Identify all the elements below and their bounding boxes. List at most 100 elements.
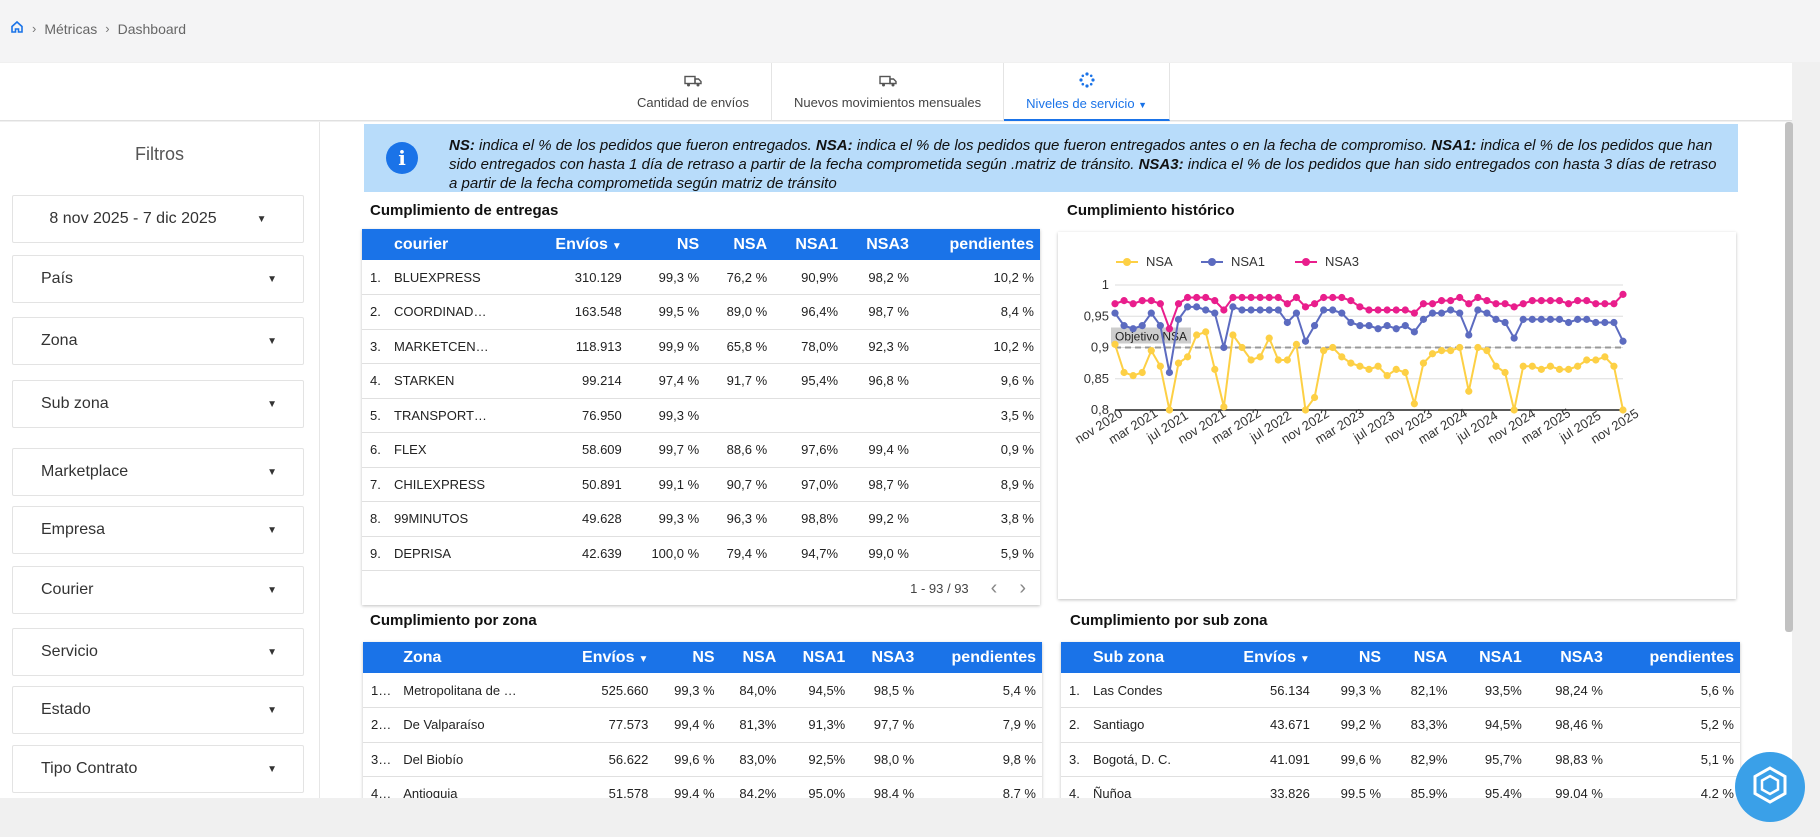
col-nsa3[interactable]: NSA3 xyxy=(851,642,921,673)
col-ns[interactable]: NS xyxy=(654,642,721,673)
col-ns[interactable]: NS xyxy=(627,229,706,260)
row-value: 94,5% xyxy=(1453,707,1528,743)
table-row[interactable]: 1. Las Condes 56.134 99,3 % 82,1% 93,5% 98,24 … xyxy=(1061,673,1740,708)
home-icon[interactable] xyxy=(10,20,24,37)
data-point-nsa1 xyxy=(1347,318,1355,327)
breadcrumb-item-metricas[interactable]: Métricas xyxy=(44,20,98,37)
data-point-nsa3 xyxy=(1528,297,1536,305)
table-row[interactable]: 3… Del Biobío 56.622 99,6 % 83,0% 92,5% 98,0 %… xyxy=(363,742,1042,777)
filter-sub-zona[interactable]: Sub zona ▼ xyxy=(12,380,304,428)
filter-estado[interactable]: Estado ▼ xyxy=(12,686,304,734)
legend-marker xyxy=(1302,258,1310,266)
col-pendientes[interactable]: pendientes xyxy=(1608,642,1740,673)
col-nsa1[interactable]: NSA1 xyxy=(1453,642,1528,673)
filter-empresa[interactable]: Empresa ▼ xyxy=(12,506,304,554)
tab-cantidad-envios[interactable]: Cantidad de envíos xyxy=(615,63,773,121)
filter-servicio[interactable]: Servicio ▼ xyxy=(12,628,304,676)
row-value: 95,4% xyxy=(1453,776,1528,798)
col-envios[interactable]: Envíos ▼ xyxy=(526,229,628,260)
table-row[interactable]: 1. BLUEXPRESS 310.129 99,3 % 76,2 % 90,9% 98,2… xyxy=(362,260,1040,295)
data-point-nsa1 xyxy=(1202,306,1210,314)
col-nsa[interactable]: NSA xyxy=(720,642,783,673)
data-point-nsa xyxy=(1292,340,1301,348)
data-point-nsa1 xyxy=(1419,315,1428,323)
data-point-nsa1 xyxy=(1229,303,1237,311)
col-nsa1[interactable]: NSA1 xyxy=(782,642,852,673)
assistant-button[interactable] xyxy=(1735,752,1805,822)
table-row[interactable]: 5. TRANSPORT… 76.950 99,3 % 3,5 % xyxy=(362,398,1040,433)
table-row[interactable]: 9. DEPRISA 42.639 100,0 % 79,4 % 94,7% 99,0 % 5… xyxy=(362,536,1040,571)
tab-label: Cantidad de envíos xyxy=(637,94,750,110)
row-value: 51.578 xyxy=(555,776,655,798)
col-nsa3[interactable]: NSA3 xyxy=(844,229,915,260)
sort-desc-icon: ▼ xyxy=(1299,653,1310,665)
data-point-nsa1 xyxy=(1483,309,1491,317)
data-point-nsa1 xyxy=(1437,309,1446,317)
data-point-nsa1 xyxy=(1601,318,1609,327)
data-point-nsa3 xyxy=(1474,293,1482,302)
col-courier[interactable]: courier xyxy=(388,229,527,260)
chevron-right-icon[interactable]: › xyxy=(1019,576,1026,599)
data-point-nsa1 xyxy=(1555,315,1564,323)
loading-icon xyxy=(1079,71,1095,91)
col-sub-zona[interactable]: Sub zona xyxy=(1087,642,1210,673)
data-point-nsa xyxy=(1156,362,1164,370)
col-envios[interactable]: Envíos ▼ xyxy=(555,642,655,673)
data-point-nsa1 xyxy=(1501,318,1509,327)
row-value: 99,5 % xyxy=(1315,776,1388,798)
breadcrumb-item-dashboard[interactable]: Dashboard xyxy=(117,20,187,37)
table-row[interactable]: 2… De Valparaíso 77.573 99,4 % 81,3% 91,3% 97,… xyxy=(363,707,1042,743)
table-row[interactable]: 4. Ñuñoa 33.826 99,5 % 85,9% 95,4% 99,04 % 4,2 … xyxy=(1061,776,1740,798)
filter-marketplace[interactable]: Marketplace ▼ xyxy=(12,448,304,496)
filter-tipo-contrato[interactable]: Tipo Contrato ▼ xyxy=(12,745,304,793)
data-point-nsa1 xyxy=(1365,322,1373,330)
table-row[interactable]: 6. FLEX 58.609 99,7 % 88,6 % 97,6% 99,4 % 0,9 % xyxy=(362,432,1040,468)
table-row[interactable]: 3. MARKETCEN… 118.913 99,9 % 65,8 % 78,0% 92,3… xyxy=(362,329,1040,364)
date-range-filter[interactable]: 8 nov 2025 - 7 dic 2025 ▼ xyxy=(12,195,304,243)
col-nsa[interactable]: NSA xyxy=(705,229,774,260)
col-pendientes[interactable]: pendientes xyxy=(920,642,1042,673)
col-envios[interactable]: Envíos ▼ xyxy=(1209,642,1316,673)
table-row[interactable]: 2. Santiago 43.671 99,2 % 83,3% 94,5% 98,46 % 5… xyxy=(1061,707,1740,743)
chevron-left-icon[interactable]: ‹ xyxy=(990,576,998,599)
filter-pais[interactable]: País ▼ xyxy=(12,255,304,303)
table-row[interactable]: 7. CHILEXPRESS 50.891 99,1 % 90,7 % 97,0% 98,7… xyxy=(362,467,1040,502)
col-nsa3[interactable]: NSA3 xyxy=(1527,642,1609,673)
filter-zona[interactable]: Zona ▼ xyxy=(12,317,304,365)
row-value: 41.091 xyxy=(1209,742,1316,777)
col-nsa1[interactable]: NSA1 xyxy=(773,229,845,260)
row-value: 99,2 % xyxy=(844,501,915,537)
row-value: 98,5 % xyxy=(851,673,921,708)
table-row[interactable]: 3. Bogotá, D. C. 41.091 99,6 % 82,9% 95,7% 98,… xyxy=(1061,742,1740,777)
row-index: 6. xyxy=(362,432,388,468)
row-label: MARKETCEN… xyxy=(388,329,527,364)
col-zona[interactable]: Zona xyxy=(397,642,556,673)
table-row[interactable]: 4… Antioquia 51.578 99,4 % 84,2% 95,0% 98,4 % 8… xyxy=(363,776,1042,798)
col-pendientes[interactable]: pendientes xyxy=(914,229,1040,260)
data-point-nsa3 xyxy=(1555,297,1564,305)
data-point-nsa xyxy=(1474,343,1482,352)
page-scrollbar[interactable] xyxy=(1785,122,1793,632)
row-value: 0,9 % xyxy=(914,432,1040,468)
row-label: De Valparaíso xyxy=(397,707,556,743)
row-value: 83,0% xyxy=(720,742,783,777)
table-row[interactable]: 1… Metropolitana de … 525.660 99,3 % 84,0% 94… xyxy=(363,673,1042,708)
table-row[interactable]: 8. 99MINUTOS 49.628 99,3 % 96,3 % 98,8% 99,2 %… xyxy=(362,501,1040,537)
data-point-nsa1 xyxy=(1519,315,1527,323)
top-bar: › Métricas › Dashboard xyxy=(0,0,1820,62)
row-value: 118.913 xyxy=(526,329,628,364)
table-row[interactable]: 2. COORDINAD… 163.548 99,5 % 89,0 % 96,4% 98,7… xyxy=(362,294,1040,330)
col-ns[interactable]: NS xyxy=(1315,642,1388,673)
data-point-nsa3 xyxy=(1129,300,1137,308)
data-point-nsa3 xyxy=(1238,293,1246,302)
tab-nuevos-movimientos[interactable]: Nuevos movimientos mensuales xyxy=(772,63,1005,121)
col-nsa[interactable]: NSA xyxy=(1387,642,1454,673)
row-label: Metropolitana de … xyxy=(397,673,556,708)
data-point-nsa1 xyxy=(1174,315,1183,323)
data-point-nsa xyxy=(1129,372,1137,380)
filter-courier[interactable]: Courier ▼ xyxy=(12,566,304,614)
table-row[interactable]: 4. STARKEN 99.214 97,4 % 91,7 % 95,4% 96,8 % 9,… xyxy=(362,363,1040,399)
tab-niveles-servicio[interactable]: Niveles de servicio ▼ xyxy=(1004,63,1171,121)
row-index: 3… xyxy=(363,742,398,777)
